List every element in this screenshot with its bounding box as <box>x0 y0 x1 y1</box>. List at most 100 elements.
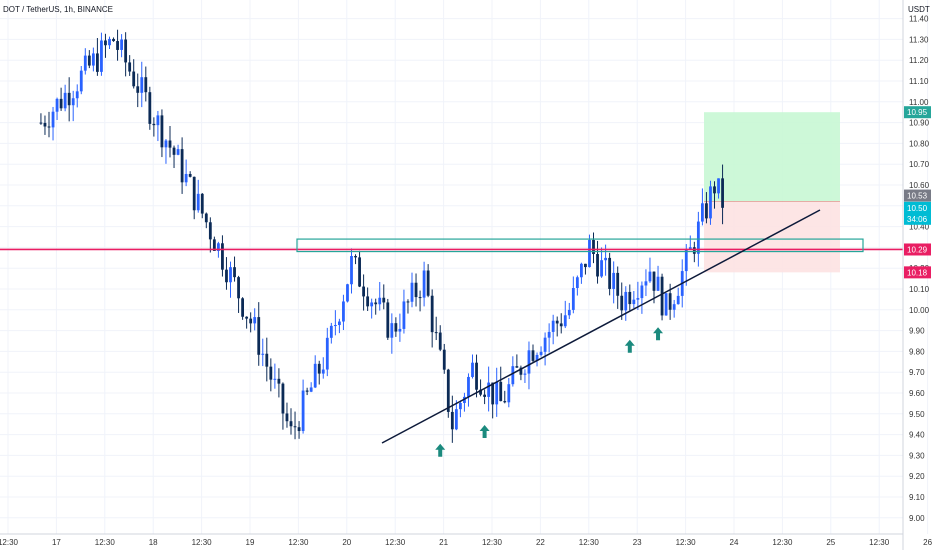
x-tick-label: 12:30 <box>772 538 793 547</box>
candle-body <box>450 411 454 430</box>
candle-body <box>229 267 232 283</box>
candle-body <box>358 257 361 287</box>
candle-body <box>200 193 204 214</box>
candle-body <box>503 401 507 403</box>
candle-body <box>184 173 188 183</box>
candle-body <box>100 40 103 72</box>
x-tick-label: 22 <box>536 538 545 547</box>
candle-body <box>402 301 406 329</box>
candle-body <box>507 384 511 403</box>
target-price-tag: 10.95 <box>907 108 928 117</box>
candle-body <box>140 77 144 93</box>
candle-body <box>366 296 370 307</box>
candle-body <box>459 402 462 410</box>
candle-body <box>354 256 357 258</box>
candle-body <box>172 147 176 155</box>
y-tick-label: 11.20 <box>909 56 929 65</box>
candle-body <box>382 297 386 303</box>
candle-body <box>176 149 180 155</box>
candle-body <box>406 301 410 303</box>
candle-body <box>245 316 249 319</box>
x-tick-label: 24 <box>730 538 739 547</box>
candle-body <box>684 249 688 272</box>
current-price-tag-bg <box>904 201 931 214</box>
x-tick-label: 23 <box>633 538 642 547</box>
bar-countdown-tag: 34:06 <box>907 215 928 224</box>
candle-body <box>269 366 273 380</box>
price-tags: 10.95 10.53 10.50 34:06 10.29 10.18 <box>904 106 931 279</box>
candle-body <box>249 318 253 324</box>
candle-body <box>301 390 305 432</box>
candle-body <box>83 55 87 71</box>
candle-body <box>374 302 378 305</box>
candle-body <box>721 178 724 208</box>
profit-zone <box>704 112 840 202</box>
candle-body <box>628 291 632 305</box>
candle-body <box>362 286 365 297</box>
x-tick-label: 12:30 <box>676 538 697 547</box>
candle-body <box>132 71 136 87</box>
candle-body <box>104 40 107 46</box>
candle-body <box>233 267 236 278</box>
candle-body <box>305 390 309 392</box>
y-tick-label: 9.90 <box>909 327 925 336</box>
x-tick-label: 12:30 <box>192 538 213 547</box>
stop-loss-zone <box>704 201 840 273</box>
candle-body <box>180 149 184 183</box>
candle-body <box>543 337 547 352</box>
x-tick-label: 12:30 <box>288 538 309 547</box>
candle-body <box>225 269 228 283</box>
candle-body <box>370 302 374 307</box>
candle-body <box>156 115 160 126</box>
candle-body <box>616 272 620 296</box>
candle-body <box>378 297 382 305</box>
candle-body <box>317 363 321 374</box>
y-tick-label: 9.50 <box>909 410 925 419</box>
target-price-tag-bg <box>904 106 931 119</box>
candle-body <box>479 389 482 395</box>
candle-body <box>471 362 474 377</box>
candle-body <box>515 366 519 368</box>
candle-body <box>620 295 624 311</box>
candle-body <box>221 243 224 270</box>
candle-body <box>350 256 353 285</box>
candle-body <box>608 257 612 289</box>
candle-body <box>442 349 446 370</box>
candle-body <box>394 323 398 332</box>
x-tick-label: 17 <box>52 538 61 547</box>
candle-body <box>600 260 603 277</box>
candle-body <box>265 353 269 367</box>
x-tick-label: 12:30 <box>95 538 116 547</box>
candle-body <box>430 295 434 333</box>
candle-body <box>237 277 240 299</box>
candle-body <box>551 320 555 332</box>
candle-body <box>696 221 700 254</box>
up-arrow-icon <box>435 443 446 457</box>
candle-body <box>321 369 325 374</box>
candle-body <box>47 126 51 128</box>
resistance-price-tag-bg <box>904 243 931 256</box>
candle-body <box>309 387 313 392</box>
candle-body <box>91 53 95 66</box>
y-tick-label: 9.00 <box>909 514 925 523</box>
candle-body <box>527 350 531 374</box>
candles <box>39 29 724 443</box>
y-tick-label: 11.00 <box>909 98 929 107</box>
y-tick-label: 10.40 <box>909 223 930 232</box>
candle-body <box>313 363 317 388</box>
candle-body <box>67 92 71 106</box>
candle-body <box>112 38 115 42</box>
x-tick-label: 12:30 <box>579 538 600 547</box>
candle-body <box>289 421 293 427</box>
y-tick-label: 9.70 <box>909 368 925 377</box>
candle-body <box>51 111 55 128</box>
candle-body <box>116 41 119 50</box>
candle-body <box>241 298 244 317</box>
candle-body <box>652 271 656 291</box>
y-tick-label: 11.40 <box>909 15 929 24</box>
chart-title: DOT / TetherUS, 1h, BINANCE <box>3 5 113 14</box>
y-tick-label: 9.60 <box>909 389 925 398</box>
candle-body <box>656 276 660 291</box>
